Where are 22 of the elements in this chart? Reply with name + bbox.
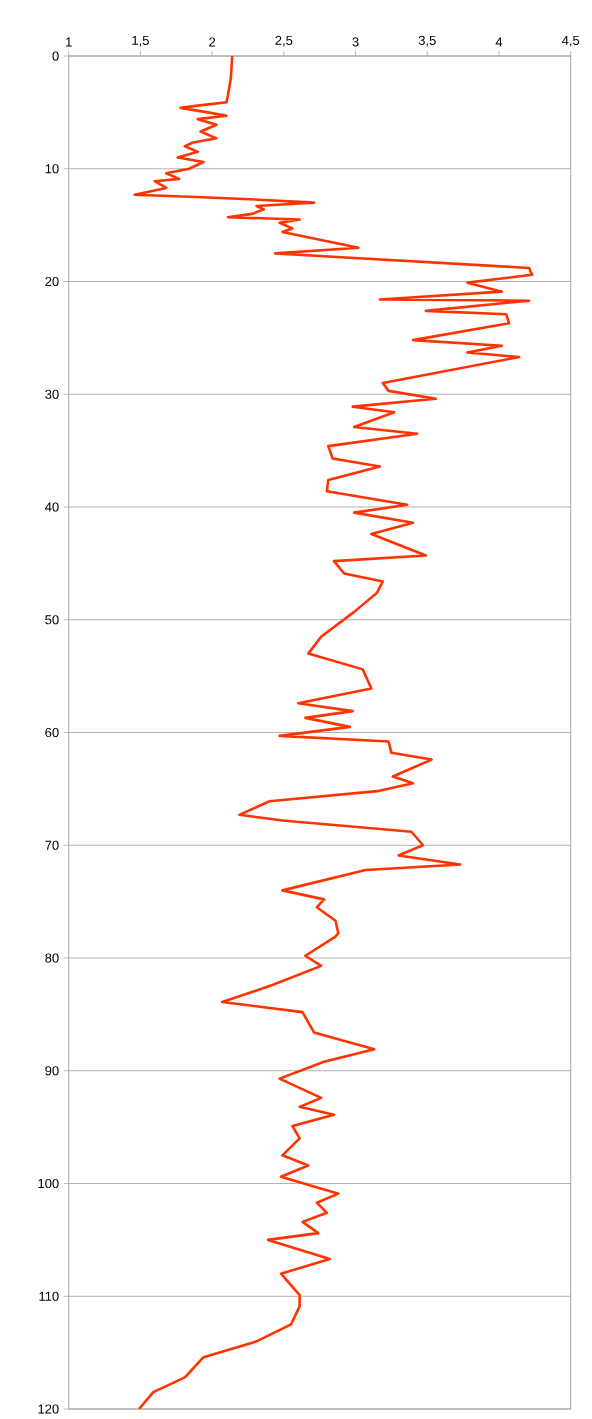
y-tick-label: 50 [45, 615, 59, 625]
x-tick-label: 2,5 [275, 35, 293, 47]
y-tick-label: 80 [45, 953, 59, 963]
x-tick-label: 1 [66, 37, 72, 47]
x-tick-label: 3,5 [418, 35, 436, 47]
y-tick-label: 20 [45, 276, 59, 287]
x-tick-label: 1,5 [132, 35, 149, 47]
y-tick-label: 30 [45, 389, 59, 399]
y-tick-label: 100 [38, 1178, 59, 1189]
y-tick-label: 110 [39, 1291, 59, 1301]
y-tick-label: 60 [45, 727, 59, 738]
y-tick-label: 70 [45, 840, 59, 850]
x-tick-label: 3 [352, 37, 359, 47]
y-tick-label: 120 [38, 1404, 59, 1414]
x-tick-label: 4 [495, 37, 503, 47]
y-tick-label: 40 [45, 502, 59, 512]
y-tick-label: 90 [45, 1066, 59, 1076]
x-tick-label: 4,5 [561, 35, 580, 47]
y-tick-label: 0 [52, 51, 59, 61]
x-tick-label: 2 [209, 37, 216, 47]
line-series [133, 56, 534, 1410]
y-tick-label: 10 [45, 164, 59, 174]
